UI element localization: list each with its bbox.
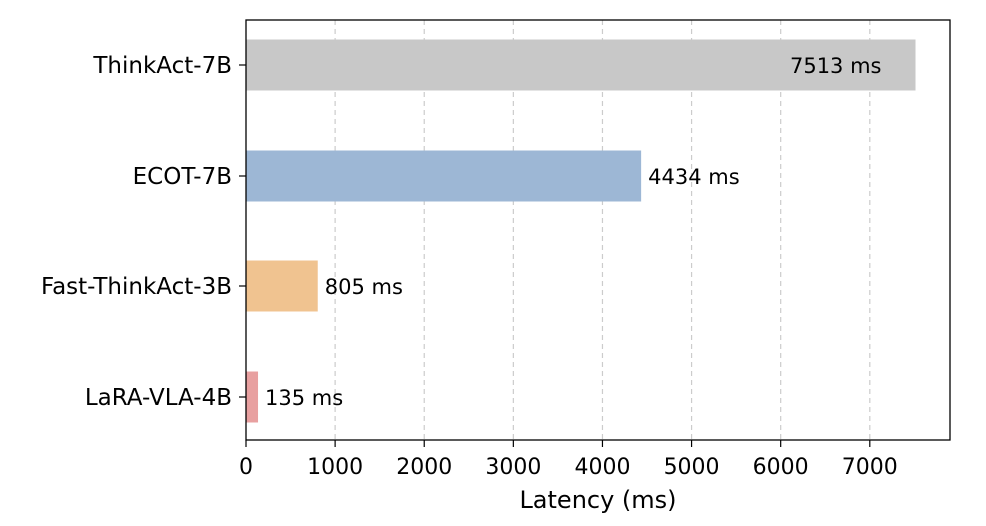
bar <box>246 371 259 423</box>
data-label: 7513 ms <box>790 54 882 78</box>
category-label: ThinkAct-7B <box>92 53 232 79</box>
bar <box>246 150 642 202</box>
x-tick-label: 4000 <box>574 455 630 480</box>
x-tick-label: 7000 <box>842 455 898 480</box>
x-tick-label: 3000 <box>485 455 541 480</box>
bar <box>246 260 318 312</box>
grid-lines <box>334 20 871 440</box>
data-label: 4434 ms <box>648 165 740 189</box>
x-axis-label: Latency (ms) <box>519 486 676 514</box>
data-labels: 7513 ms 4434 ms 805 ms 135 ms <box>265 54 881 410</box>
category-label: LaRA-VLA-4B <box>85 385 232 411</box>
x-tick-label: 0 <box>239 455 253 480</box>
x-tick-label: 5000 <box>664 455 720 480</box>
x-axis-ticks: 0 1000 2000 3000 4000 5000 6000 7000 <box>239 64 898 480</box>
y-axis-categories: ThinkAct-7B ECOT-7B Fast-ThinkAct-3B LaRA-V… <box>41 53 232 411</box>
bar <box>246 39 916 91</box>
x-tick-label: 2000 <box>396 455 452 480</box>
category-label: Fast-ThinkAct-3B <box>41 274 232 300</box>
x-tick-label: 6000 <box>753 455 809 480</box>
bars <box>246 39 916 423</box>
data-label: 135 ms <box>265 386 343 410</box>
category-label: ECOT-7B <box>133 164 232 190</box>
x-tick-label: 1000 <box>307 455 363 480</box>
plot-frame <box>245 19 951 441</box>
data-label: 805 ms <box>325 275 403 299</box>
